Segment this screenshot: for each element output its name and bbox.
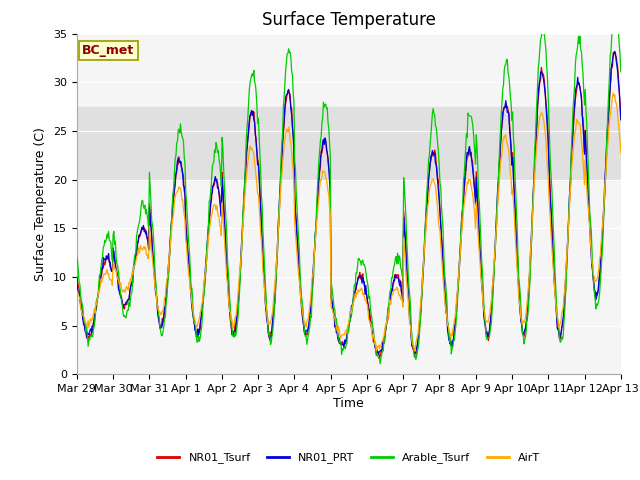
- Title: Surface Temperature: Surface Temperature: [262, 11, 436, 29]
- X-axis label: Time: Time: [333, 397, 364, 410]
- Text: BC_met: BC_met: [82, 44, 134, 57]
- Legend: NR01_Tsurf, NR01_PRT, Arable_Tsurf, AirT: NR01_Tsurf, NR01_PRT, Arable_Tsurf, AirT: [153, 448, 545, 468]
- Y-axis label: Surface Temperature (C): Surface Temperature (C): [35, 127, 47, 281]
- Bar: [77, 107, 621, 180]
